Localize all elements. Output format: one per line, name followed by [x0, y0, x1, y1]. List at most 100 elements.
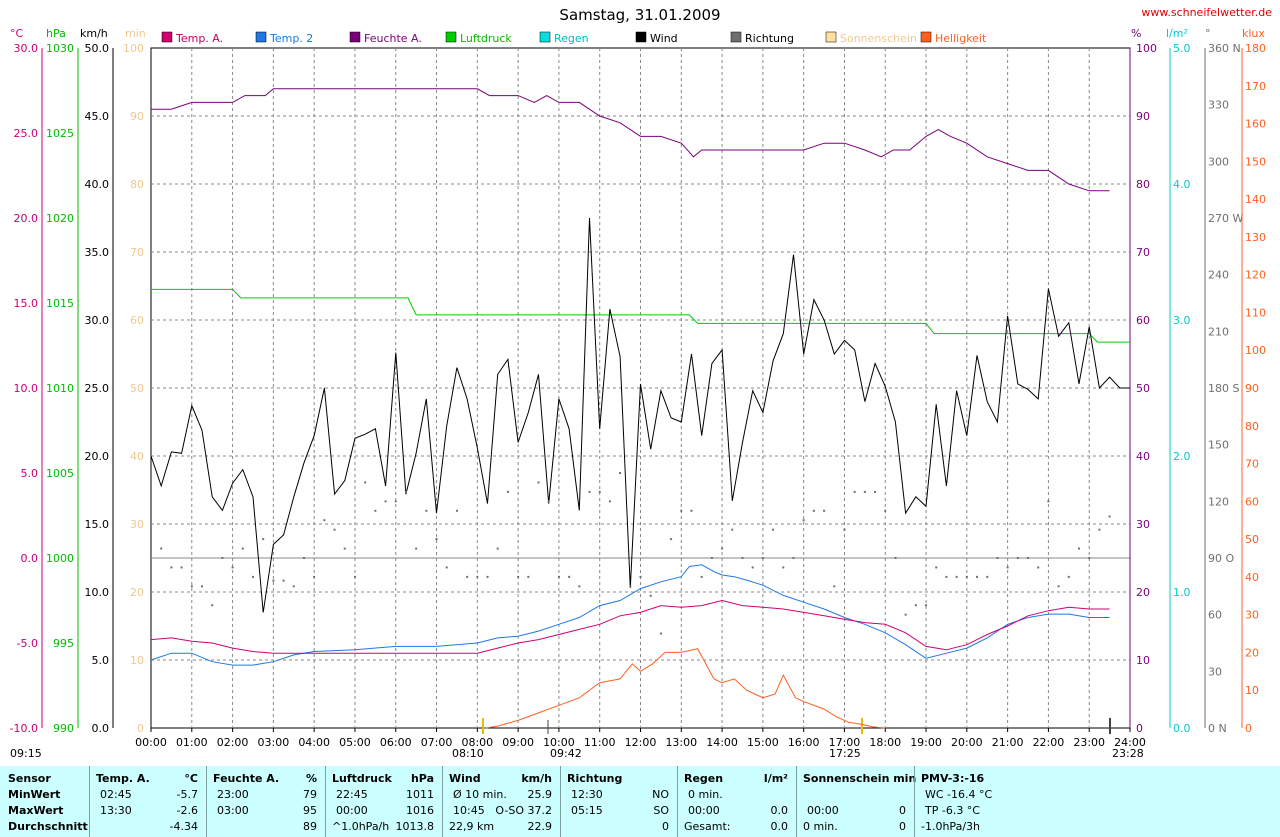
- axis-tick-humidity: 60: [1136, 314, 1150, 327]
- legend-label-5: Wind: [650, 32, 678, 45]
- axis-tick-pressure: 995: [53, 637, 74, 650]
- series-point-richtung: [965, 575, 968, 578]
- time-mark-noon: 09:42: [550, 747, 582, 760]
- series-point-richtung: [710, 557, 713, 559]
- axis-tick-wind: 30.0: [85, 314, 110, 327]
- axis-tick-wind: 25.0: [85, 382, 110, 395]
- x-tick-label: 05:00: [339, 736, 371, 749]
- legend-label-7: Sonnenschein: [840, 32, 917, 45]
- footer-min: -5.7: [176, 788, 198, 801]
- series-point-richtung: [649, 594, 652, 597]
- time-mark-sunset: 17:25: [829, 747, 861, 760]
- series-point-richtung: [445, 566, 448, 569]
- axis-tick-sunmin: 40: [130, 450, 144, 463]
- axis-tick-pressure: 1030: [46, 42, 74, 55]
- series-point-richtung: [772, 528, 775, 531]
- footer-min-time: 22:45: [336, 788, 368, 801]
- series-point-richtung: [1016, 557, 1019, 559]
- axis-tick-humidity: 40: [1136, 450, 1150, 463]
- x-tick-label: 02:00: [217, 736, 249, 749]
- series-point-richtung: [608, 500, 611, 503]
- axis-tick-humidity: 0: [1136, 722, 1143, 735]
- axis-tick-direction: 150: [1208, 439, 1229, 452]
- axis-tick-humidity: 10: [1136, 654, 1150, 667]
- series-point-richtung: [884, 509, 887, 512]
- stats-footer: Sensor MinWert MaxWert Durchschnitt Temp…: [0, 766, 1280, 837]
- series-point-richtung: [1067, 575, 1070, 578]
- series-point-richtung: [200, 585, 203, 588]
- series-point-richtung: [700, 575, 703, 578]
- series-point-richtung: [537, 481, 540, 484]
- axis-tick-direction: 270 W: [1208, 212, 1243, 225]
- series-point-richtung: [761, 557, 764, 559]
- series-point-richtung: [1006, 566, 1009, 569]
- series-point-richtung: [863, 490, 866, 493]
- series-point-richtung: [670, 538, 673, 541]
- axis-tick-humidity: 70: [1136, 246, 1150, 259]
- x-tick-label: 00:00: [135, 736, 167, 749]
- legend-swatch-1: [255, 31, 267, 43]
- legend-label-3: Luftdruck: [460, 32, 512, 45]
- axis-tick-pressure: 990: [53, 722, 74, 735]
- axis-tick-lux: 110: [1245, 306, 1266, 319]
- legend-swatch-2: [349, 31, 361, 43]
- axis-tick-wind: 5.0: [92, 654, 110, 667]
- series-point-richtung: [833, 585, 836, 588]
- axis-tick-humidity: 30: [1136, 518, 1150, 531]
- footer-col-4: Richtung 12:30 NO 05:15 SO 0: [560, 766, 677, 837]
- axis-tick-wind: 20.0: [85, 450, 110, 463]
- series-point-richtung: [792, 557, 795, 559]
- series-point-richtung: [527, 575, 530, 578]
- axis-unit-direction: °: [1205, 27, 1211, 40]
- x-tick-label: 10:00: [543, 736, 575, 749]
- footer-unit: °C: [184, 772, 198, 785]
- series-point-richtung: [925, 604, 928, 607]
- footer-head: Wind: [449, 772, 481, 785]
- axis-tick-sunmin: 0: [137, 722, 144, 735]
- series-point-richtung: [231, 566, 234, 569]
- series-point-richtung: [1047, 500, 1050, 503]
- axis-tick-lux: 150: [1245, 155, 1266, 168]
- x-tick-label: 04:00: [298, 736, 330, 749]
- series-point-richtung: [302, 557, 305, 559]
- series-point-richtung: [313, 575, 316, 578]
- axis-tick-direction: 240: [1208, 269, 1229, 282]
- series-point-richtung: [384, 500, 387, 503]
- axis-tick-direction: 300: [1208, 155, 1229, 168]
- axis-tick-wind: 40.0: [85, 178, 110, 191]
- series-point-richtung: [914, 604, 917, 607]
- series-point-richtung: [894, 557, 897, 559]
- footer-avg: -4.34: [169, 820, 198, 833]
- series-point-richtung: [251, 575, 254, 578]
- x-tick-label: 22:00: [1033, 736, 1065, 749]
- series-point-richtung: [292, 585, 295, 588]
- axis-tick-lux: 160: [1245, 118, 1266, 131]
- series-point-richtung: [853, 490, 856, 493]
- series-line-temp-a: [150, 599, 1110, 654]
- series-point-richtung: [823, 509, 826, 512]
- series-point-richtung: [588, 490, 591, 493]
- axis-tick-direction: 180 S: [1208, 382, 1239, 395]
- axis-tick-humidity: 80: [1136, 178, 1150, 191]
- axis-tick-direction: 60: [1208, 609, 1222, 622]
- axis-unit-sunmin: min: [125, 27, 146, 40]
- row-label-min: MinWert: [8, 788, 61, 801]
- footer-max-time: TP -6.3 °C: [925, 804, 980, 817]
- axis-tick-lux: 50: [1245, 533, 1259, 546]
- axis-tick-lux: 170: [1245, 80, 1266, 93]
- footer-max-time: 10:45: [453, 804, 485, 817]
- footer-col-5: Regen l/m² 0 min. 00:00 0.0 Gesamt: 0.0: [677, 766, 796, 837]
- axis-tick-rain: 3.0: [1173, 314, 1191, 327]
- footer-min: 1011: [406, 788, 434, 801]
- footer-max: -2.6: [176, 804, 198, 817]
- legend-label-0: Temp. A.: [175, 32, 223, 45]
- series-point-richtung: [190, 585, 193, 588]
- series-point-richtung: [211, 604, 214, 607]
- weather-chart: Samstag, 31.01.2009 www.schneifelwetter.d…: [10, 6, 1273, 760]
- footer-head: PMV-3:-16: [921, 772, 985, 785]
- series-point-richtung: [986, 575, 989, 578]
- x-tick-label: 23:00: [1073, 736, 1105, 749]
- series-point-richtung: [160, 547, 163, 550]
- axis-tick-rain: 4.0: [1173, 178, 1191, 191]
- axis-tick-humidity: 20: [1136, 586, 1150, 599]
